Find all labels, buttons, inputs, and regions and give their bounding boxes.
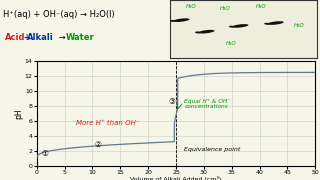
- Text: Water: Water: [66, 33, 94, 42]
- Ellipse shape: [195, 31, 201, 33]
- Text: ②: ②: [95, 140, 101, 149]
- Text: H₂O: H₂O: [255, 4, 266, 9]
- Text: ③: ③: [168, 97, 175, 106]
- Text: Equivalence point: Equivalence point: [184, 147, 241, 152]
- Text: Equal H⁺ & OH⁻
concentrations: Equal H⁺ & OH⁻ concentrations: [184, 98, 231, 109]
- Text: H⁺(aq) + OH⁻(aq) → H₂O(l): H⁺(aq) + OH⁻(aq) → H₂O(l): [3, 10, 115, 19]
- Ellipse shape: [173, 18, 189, 22]
- Y-axis label: pH: pH: [14, 108, 23, 119]
- Ellipse shape: [268, 21, 284, 25]
- Text: +: +: [21, 33, 33, 42]
- X-axis label: Volume of Alkali Added (cm³): Volume of Alkali Added (cm³): [130, 176, 222, 180]
- Text: Acid: Acid: [5, 33, 25, 42]
- Text: →: →: [56, 33, 68, 42]
- Text: H₂O: H₂O: [220, 6, 231, 11]
- Text: More H⁺ than OH⁻: More H⁺ than OH⁻: [76, 120, 140, 126]
- Text: H₂O: H₂O: [186, 4, 197, 9]
- Ellipse shape: [229, 26, 235, 28]
- Ellipse shape: [198, 30, 215, 33]
- Text: H₂O: H₂O: [294, 23, 305, 28]
- Text: Alkali: Alkali: [27, 33, 54, 42]
- Text: ①: ①: [42, 149, 49, 158]
- Ellipse shape: [264, 23, 270, 25]
- Ellipse shape: [232, 24, 248, 28]
- Text: H₂O: H₂O: [226, 41, 237, 46]
- Ellipse shape: [170, 20, 176, 22]
